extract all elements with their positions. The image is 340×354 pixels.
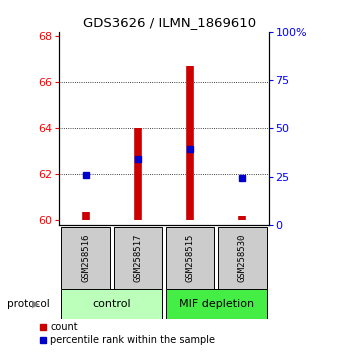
Bar (61, 227, 110, 289)
Bar (166, 289, 267, 319)
Bar (166, 227, 215, 289)
Text: GSM258517: GSM258517 (133, 233, 142, 282)
Text: control: control (92, 298, 131, 309)
Bar (114, 227, 162, 289)
Text: MIF depletion: MIF depletion (179, 298, 254, 309)
Text: GDS3626 / ILMN_1869610: GDS3626 / ILMN_1869610 (83, 16, 257, 29)
Text: ▶: ▶ (32, 299, 40, 309)
Bar (61, 289, 162, 319)
Text: GSM258515: GSM258515 (186, 233, 195, 282)
Bar (218, 227, 267, 289)
Legend: count, percentile rank within the sample: count, percentile rank within the sample (35, 319, 219, 349)
Text: protocol: protocol (7, 299, 50, 309)
Text: GSM258530: GSM258530 (238, 233, 247, 282)
Text: GSM258516: GSM258516 (81, 233, 90, 282)
